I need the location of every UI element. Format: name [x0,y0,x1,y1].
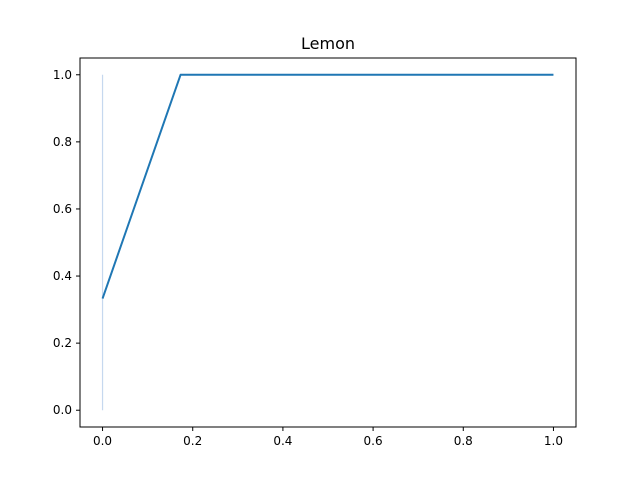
y-tick-label: 0.4 [53,269,72,283]
plot-marks [101,73,554,411]
series-line [101,73,554,299]
x-tick-label: 0.6 [364,434,383,448]
axes: 0.0 0.2 0.4 0.6 0.8 1.0 0.0 0.2 0.4 0.6 0.8 1.0 [53,57,577,448]
y-tick-label: 0.6 [53,202,72,216]
x-tick-label: 0.8 [454,434,473,448]
x-tick-label: 0.2 [183,434,202,448]
y-tick-label: 1.0 [53,68,72,82]
y-tick-label: 0.8 [53,135,72,149]
y-tick-label: 0.0 [53,403,72,417]
x-tick-label: 1.0 [544,434,563,448]
x-tick-label: 0.0 [93,434,112,448]
y-tick-label: 0.2 [53,336,72,350]
x-tick-label: 0.4 [273,434,292,448]
chart-title: Lemon [301,34,355,53]
plot-frame [79,57,577,428]
